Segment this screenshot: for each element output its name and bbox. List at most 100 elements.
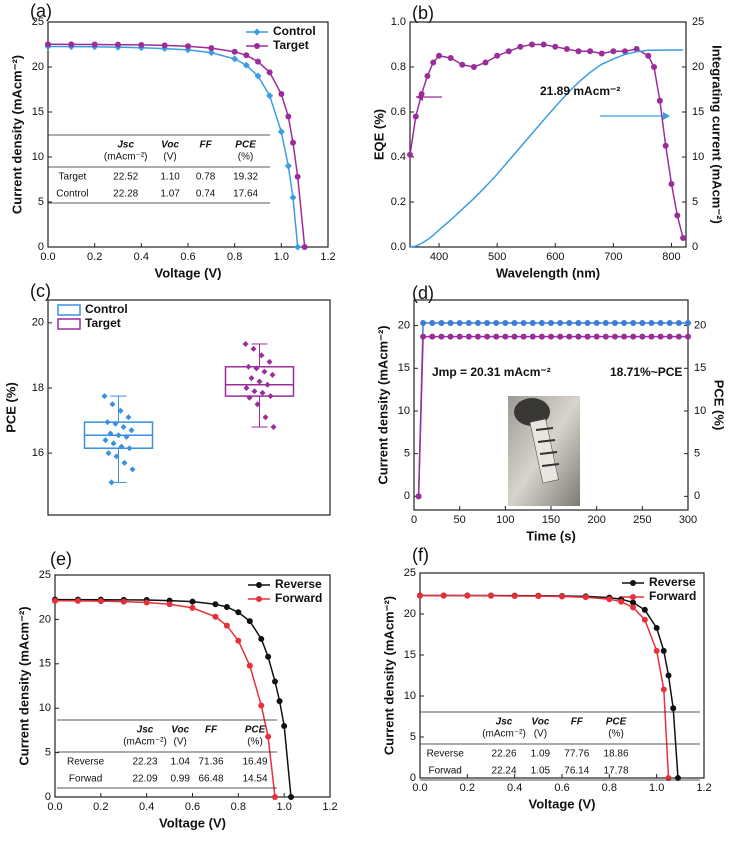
y2-tick-label: 15 — [694, 362, 706, 374]
data-point — [129, 466, 136, 473]
legend-marker — [254, 43, 260, 49]
data-point — [246, 662, 253, 669]
y-tick-label: 15 — [398, 362, 410, 374]
data-point — [630, 604, 636, 611]
series-line — [47, 45, 299, 248]
data-point — [484, 333, 491, 340]
data-point — [648, 333, 655, 340]
data-point — [281, 722, 288, 729]
data-point — [255, 58, 261, 65]
data-point — [548, 319, 554, 326]
legend-label: Reverse — [649, 575, 696, 589]
x-tick-label: 100 — [496, 514, 514, 526]
y2-tick-label: 5 — [692, 196, 698, 208]
x-tick-label: 150 — [542, 514, 560, 526]
data-point — [412, 113, 419, 120]
panel-label: (d) — [412, 283, 434, 303]
data-point — [276, 698, 283, 705]
data-point — [278, 91, 285, 97]
data-point — [666, 319, 673, 326]
data-point — [223, 603, 230, 610]
data-point — [511, 592, 518, 599]
data-point — [74, 597, 81, 604]
data-point — [107, 430, 114, 437]
data-point — [660, 647, 667, 654]
data-point — [208, 45, 215, 52]
series-line — [409, 43, 684, 239]
data-point — [464, 592, 471, 599]
y-tick-label: 0.4 — [391, 151, 406, 163]
data-point — [290, 139, 296, 146]
data-point — [552, 43, 559, 50]
legend-label: Control — [85, 302, 128, 316]
data-point — [242, 340, 249, 347]
data-point — [656, 97, 663, 104]
table-cell: Control — [56, 189, 88, 200]
data-point — [610, 48, 617, 55]
table-cell: 22.28 — [113, 189, 138, 200]
data-point — [418, 91, 425, 97]
data-point — [674, 775, 681, 781]
x-tick-label: 0.8 — [227, 251, 242, 263]
table-cell: 17.64 — [233, 189, 258, 200]
data-point — [470, 64, 477, 70]
data-point — [482, 59, 489, 66]
panel-label: (f) — [412, 545, 429, 565]
data-point — [502, 319, 509, 326]
data-point — [166, 601, 173, 608]
data-point — [265, 653, 272, 660]
data-point — [447, 55, 454, 61]
data-point — [582, 594, 589, 601]
plot-frame — [47, 299, 331, 516]
data-point — [621, 48, 628, 55]
table-header: PCE — [606, 717, 627, 728]
table-header: (V) — [174, 737, 187, 748]
table-cell: 76.14 — [564, 766, 589, 777]
y2-tick-label: 20 — [694, 320, 706, 332]
y2-tick-label: 25 — [692, 16, 704, 28]
data-point — [242, 61, 250, 69]
data-point — [529, 319, 536, 326]
table-header: (%) — [608, 729, 624, 740]
x-tick-label: 0.4 — [507, 782, 522, 794]
table-cell: 66.48 — [198, 774, 223, 785]
y-tick-label: 20 — [404, 608, 416, 620]
table-header: FF — [200, 140, 213, 151]
inset-photo — [508, 396, 580, 506]
annotation: 21.89 mAcm⁻² — [540, 84, 620, 98]
data-point — [657, 333, 664, 340]
x-tick-label: 50 — [454, 514, 466, 526]
data-point — [246, 394, 253, 401]
table-cell: 0.78 — [196, 172, 216, 183]
x-tick-label: 400 — [430, 251, 448, 263]
x-tick-label: 0.2 — [93, 801, 108, 813]
data-point — [447, 333, 454, 340]
data-point — [121, 459, 128, 466]
y-tick-label: 5 — [38, 196, 44, 208]
data-point — [235, 609, 242, 616]
panel-label: (c) — [30, 281, 51, 301]
data-point — [511, 319, 518, 326]
data-point — [459, 61, 466, 68]
x-tick-label: 0.2 — [87, 251, 102, 263]
y-axis-label: EQE (%) — [371, 109, 386, 160]
y-tick-label: 0 — [45, 791, 51, 803]
table-header: PCE — [235, 140, 256, 151]
data-point — [231, 48, 238, 55]
data-point — [138, 41, 145, 48]
table-header: Voc — [531, 717, 549, 728]
data-point — [587, 48, 594, 55]
y-tick-label: 10 — [404, 690, 416, 702]
legend-swatch — [57, 318, 81, 330]
data-point — [456, 333, 463, 340]
x-tick-label: 600 — [546, 251, 564, 263]
data-point — [493, 319, 500, 326]
data-point — [289, 194, 297, 201]
data-point — [272, 794, 278, 800]
x-axis-label: Voltage (V) — [159, 815, 226, 830]
data-point — [277, 128, 285, 136]
table-header: (mAcm⁻²) — [123, 737, 167, 748]
data-point — [575, 333, 582, 340]
data-point — [123, 433, 130, 440]
data-point — [566, 333, 573, 340]
